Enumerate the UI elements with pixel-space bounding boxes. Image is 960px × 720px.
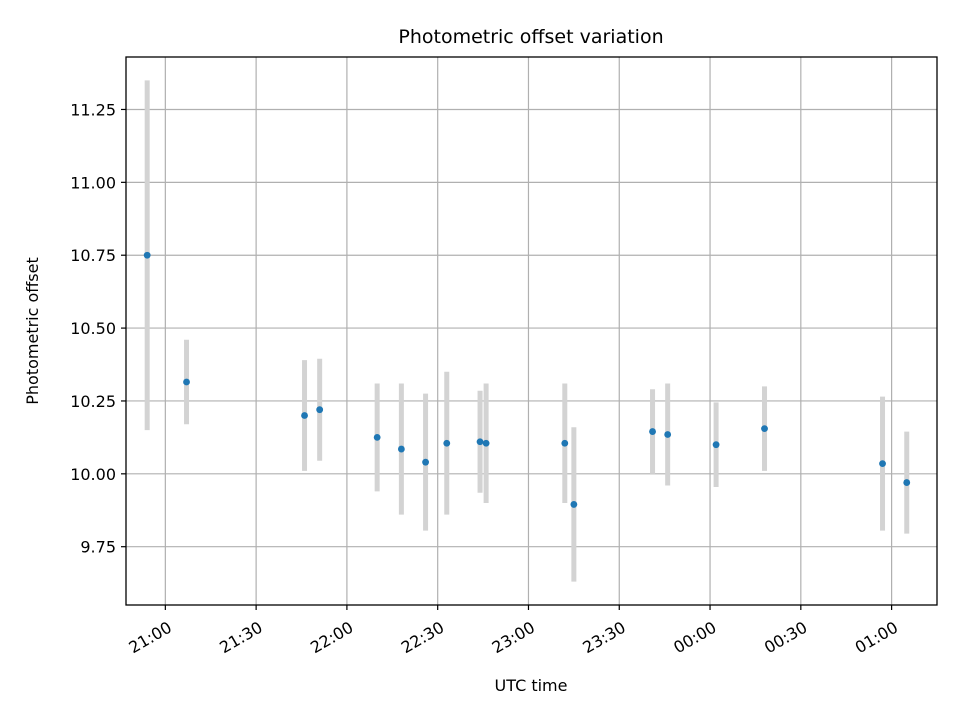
data-point [879, 460, 886, 468]
data-point [903, 479, 911, 486]
y-axis-label: Photometric offset [23, 257, 42, 405]
y-tick-label: 9.75 [80, 538, 116, 557]
data-point [443, 439, 451, 447]
data-point [712, 441, 720, 449]
y-tick-label: 10.25 [70, 392, 116, 411]
chart-title: Photometric offset variation [398, 26, 663, 48]
data-point [143, 251, 151, 259]
data-point [476, 438, 484, 446]
data-point [301, 412, 308, 419]
data-point [183, 378, 190, 386]
data-point [316, 406, 324, 414]
y-tick-label: 11.00 [70, 173, 116, 192]
data-points [143, 251, 911, 508]
plot-frame [125, 56, 938, 606]
y-tick-label: 10.00 [70, 465, 116, 484]
data-point [373, 433, 381, 441]
data-point [482, 439, 490, 447]
data-point [422, 458, 429, 466]
y-axis: 9.75 10.00 10.25 10.50 10.75 11.00 11.25 [70, 100, 126, 557]
data-point [570, 501, 578, 508]
grid-lines [126, 57, 937, 605]
y-tick-label: 11.25 [70, 100, 116, 119]
y-tick-label: 10.50 [70, 319, 116, 338]
data-point [397, 445, 405, 453]
data-point [761, 425, 768, 433]
x-axis-label: UTC time [495, 676, 568, 695]
data-point [561, 439, 569, 447]
data-point [664, 431, 672, 438]
y-tick-label: 10.75 [70, 246, 116, 265]
data-point [649, 428, 656, 435]
